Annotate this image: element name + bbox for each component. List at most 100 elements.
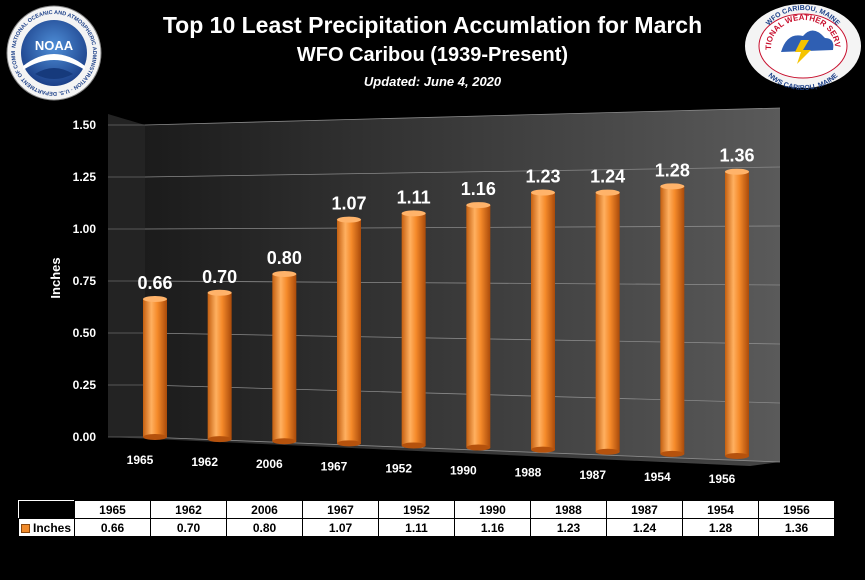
gridline — [144, 436, 781, 463]
x-tick-label: 1956 — [709, 472, 736, 486]
y-tick-label: 0.50 — [73, 326, 97, 340]
bar-body — [660, 186, 685, 454]
bar-base — [401, 442, 426, 449]
bar-base — [337, 440, 361, 447]
y-tick-label: 1.00 — [73, 222, 97, 236]
table-row-label-text: Inches — [33, 520, 72, 535]
data-label: 0.70 — [202, 267, 237, 287]
side-wall — [108, 114, 145, 437]
bar — [531, 189, 555, 453]
table-header-cell: 1954 — [682, 500, 759, 519]
data-label: 0.80 — [267, 248, 302, 268]
bar-body — [466, 205, 491, 448]
bar-base — [595, 448, 620, 455]
x-tick-label: 1988 — [515, 466, 542, 480]
bar — [725, 168, 749, 459]
table-row: Inches 0.66 0.70 0.80 1.07 1.11 1.16 1.23 1.24 1… — [18, 518, 835, 537]
table-header-cell: 1987 — [606, 500, 683, 519]
table-cell: 1.11 — [378, 518, 455, 537]
bar-top — [401, 210, 426, 217]
bar — [595, 189, 620, 455]
data-table: 1965 1962 2006 1967 1952 1990 1988 1987 1954 1956… — [18, 500, 835, 537]
x-tick-label: 1987 — [579, 468, 606, 482]
table-cell: 0.66 — [74, 518, 151, 537]
bar-body — [207, 292, 232, 440]
bar-top — [725, 168, 749, 175]
bar-top — [531, 189, 555, 196]
gridline — [144, 107, 781, 126]
table-header-cell: 1952 — [378, 500, 455, 519]
table-header-cell: 1988 — [530, 500, 607, 519]
y-tick-label: 1.50 — [73, 118, 97, 132]
nws-logo: NATIONAL WEATHER SERVICE WFO CARIBOU, MA… — [743, 2, 861, 90]
table-header-cell: 1990 — [454, 500, 531, 519]
bar-base — [466, 444, 491, 451]
bar — [207, 289, 232, 443]
y-axis-label: Inches — [48, 257, 63, 298]
chart-subtitle: WFO Caribou (1939-Present) — [296, 44, 569, 66]
table-cell: 1.28 — [682, 518, 759, 537]
bar-body — [272, 273, 297, 442]
bar-base — [143, 434, 167, 440]
floor — [108, 437, 780, 466]
data-label: 1.24 — [590, 167, 625, 187]
data-label: 1.23 — [525, 167, 560, 187]
data-label: 1.07 — [331, 194, 366, 214]
y-tick-label: 0.00 — [73, 430, 97, 444]
table-cell: 1.36 — [758, 518, 835, 537]
updated-date: Updated: June 4, 2020 — [363, 74, 502, 89]
data-label: 1.11 — [397, 187, 431, 207]
table-header-cell: 1962 — [150, 500, 227, 519]
bar-top — [660, 183, 685, 190]
x-tick-label: 1965 — [127, 453, 154, 467]
table-header-cell: 1967 — [302, 500, 379, 519]
bar-body — [143, 299, 167, 437]
data-label: 1.36 — [719, 146, 754, 166]
x-tick-label: 1962 — [191, 455, 218, 469]
bar-body — [725, 171, 749, 456]
bar — [272, 270, 297, 445]
bar-base — [207, 436, 232, 443]
table-cell: 1.16 — [454, 518, 531, 537]
bar — [401, 210, 426, 449]
bar-top — [337, 216, 361, 223]
x-tick-label: 1990 — [450, 464, 477, 478]
back-wall — [145, 108, 780, 462]
data-label: 0.66 — [137, 273, 172, 293]
gridline — [144, 166, 781, 178]
legend-swatch — [21, 523, 30, 533]
bar-top — [207, 289, 232, 296]
noaa-logo-text: NOAA — [35, 38, 74, 53]
bar-body — [595, 192, 620, 452]
bar — [337, 216, 361, 447]
bar-base — [272, 438, 297, 445]
bar-body — [337, 219, 361, 444]
bar-top — [466, 202, 491, 209]
y-tick-label: 0.75 — [73, 274, 97, 288]
bar-body — [531, 192, 555, 450]
bar — [143, 296, 167, 440]
y-tick-label: 0.25 — [73, 378, 97, 392]
table-header-cell: 1956 — [758, 500, 835, 519]
table-corner — [18, 500, 75, 519]
table-cell: 0.80 — [226, 518, 303, 537]
table-row-label: Inches — [18, 518, 75, 537]
table-cell: 1.07 — [302, 518, 379, 537]
bar-base — [725, 453, 749, 459]
bar-top — [272, 270, 297, 277]
bar — [466, 202, 491, 451]
x-tick-label: 2006 — [256, 457, 283, 471]
bar-base — [531, 446, 555, 453]
bar-base — [660, 450, 685, 457]
table-cell: 1.24 — [606, 518, 683, 537]
bar — [660, 183, 685, 457]
table-header-cell: 2006 — [226, 500, 303, 519]
table-cell: 0.70 — [150, 518, 227, 537]
chart-title: Top 10 Least Precipitation Accumlation f… — [162, 12, 703, 38]
x-tick-label: 1967 — [321, 459, 348, 473]
data-label: 1.16 — [461, 179, 496, 199]
bar-top — [595, 189, 620, 196]
x-tick-label: 1954 — [644, 470, 671, 484]
bar-top — [143, 296, 167, 303]
bar-body — [401, 213, 426, 446]
